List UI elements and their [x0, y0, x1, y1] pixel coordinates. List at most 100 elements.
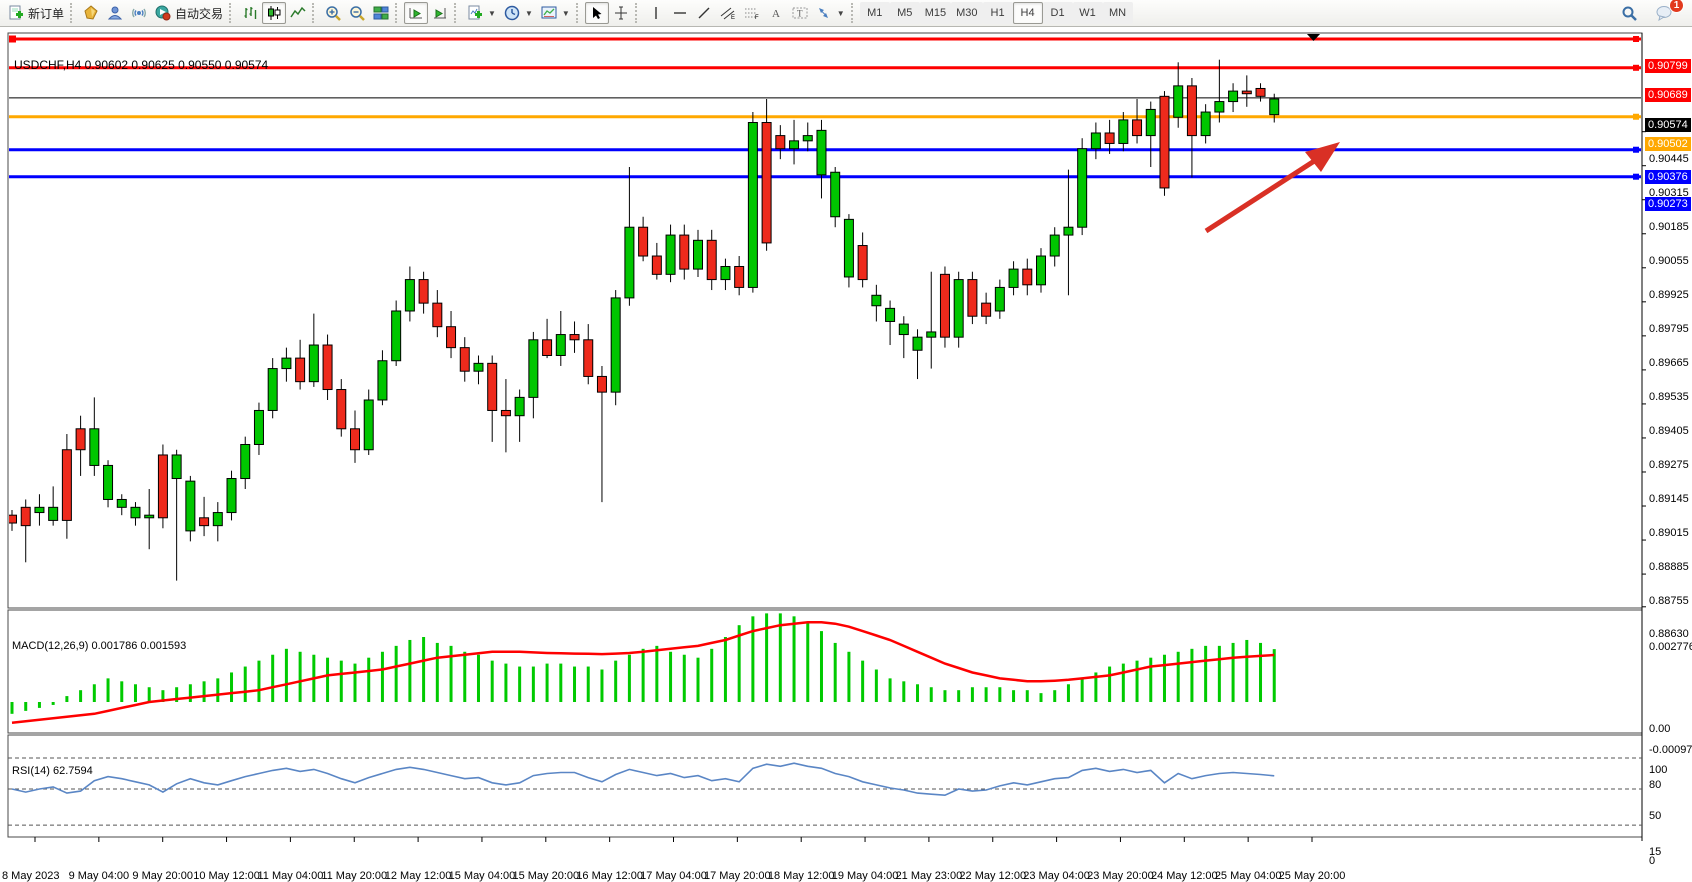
candle-down: [487, 362, 498, 411]
toolbar-group-scroll: [404, 0, 452, 27]
timeframe-button-m5[interactable]: M5: [889, 2, 920, 24]
macd-histogram-bar: [202, 681, 206, 702]
line-anchor-square: [1633, 64, 1639, 71]
crosshair-icon: [614, 6, 627, 20]
timeframe-button-mn[interactable]: MN: [1102, 2, 1133, 24]
candle-down: [981, 302, 992, 317]
equidistant-channel-button[interactable]: E: [716, 2, 740, 24]
candle-down: [734, 265, 745, 288]
macd-histogram-bar: [861, 660, 865, 702]
toolbar-grip: [634, 3, 642, 23]
time-axis-label: 18 May 12:00: [767, 870, 835, 882]
toolbar-grip: [70, 3, 77, 23]
vertical-line-icon: [655, 7, 657, 19]
line-anchor-square: [1633, 173, 1639, 180]
current-price-badge: 0.90574: [1645, 117, 1691, 132]
community-button[interactable]: 1: [1652, 0, 1684, 24]
clock-icon: [504, 5, 520, 21]
zoom-in-button[interactable]: [321, 2, 345, 24]
timeframe-button-m1[interactable]: M1: [859, 2, 890, 24]
tile-windows-button[interactable]: [369, 2, 393, 24]
macd-histogram-bar: [586, 666, 590, 702]
macd-histogram-bar: [1190, 648, 1194, 702]
new-order-button[interactable]: 新订单: [4, 2, 68, 24]
candle-down: [1186, 85, 1197, 137]
candle-up: [528, 339, 539, 398]
new-chart-button[interactable]: ▼: [463, 2, 500, 24]
line-anchor-square: [1633, 146, 1639, 153]
macd-histogram-bar: [133, 684, 137, 702]
toolbar-group-zoom: [321, 0, 393, 27]
candle-up: [1090, 132, 1101, 150]
auto-trading-button[interactable]: 自动交易: [151, 2, 227, 24]
cursor-button[interactable]: [584, 2, 609, 24]
dropdown-caret-icon: ▼: [561, 8, 570, 18]
line-anchor-square: [1633, 113, 1639, 120]
auto-scroll-icon: [409, 8, 423, 19]
macd-histogram-bar: [1025, 690, 1029, 702]
line-chart-button[interactable]: [286, 2, 310, 24]
macd-histogram-bar: [188, 684, 192, 702]
price-tick-label: 0.88630: [1649, 627, 1689, 640]
macd-histogram-bar: [573, 666, 577, 702]
macd-histogram-bar: [1204, 645, 1208, 702]
timeframe-button-d1[interactable]: D1: [1042, 2, 1073, 24]
market-watch-button[interactable]: [79, 2, 103, 24]
vertical-line-button[interactable]: [644, 2, 668, 24]
auto-scroll-button[interactable]: [404, 2, 429, 24]
toolbar-grip: [850, 3, 858, 23]
timeframe-button-w1[interactable]: W1: [1072, 2, 1103, 24]
macd-histogram-bar: [531, 666, 535, 702]
price-level-badge: 0.90502: [1645, 136, 1691, 151]
time-axis-label: 25 May 20:00: [1278, 870, 1346, 882]
candle-up: [1008, 268, 1019, 288]
fibonacci-button[interactable]: F: [740, 2, 764, 24]
text-label-button[interactable]: T: [788, 2, 812, 24]
candle-down: [350, 428, 360, 451]
macd-histogram-bar: [1080, 678, 1084, 702]
time-axis-label: 11 May 20:00: [321, 870, 388, 882]
toolbar-grip: [312, 3, 319, 23]
zoom-out-button[interactable]: [345, 2, 369, 24]
macd-histogram-bar: [271, 654, 275, 702]
chart-canvas[interactable]: [0, 27, 1692, 864]
candle-up: [665, 234, 676, 275]
crosshair-button[interactable]: [609, 2, 633, 24]
time-axis-label: 17 May 04:00: [640, 870, 707, 882]
candle-up: [555, 334, 566, 356]
macd-histogram-bar: [65, 696, 69, 702]
rsi-axis-label: 0: [1649, 855, 1656, 867]
candle-down: [583, 339, 594, 377]
candle-down: [500, 409, 511, 417]
candle-up: [240, 443, 251, 480]
timeframe-button-m15[interactable]: M15: [919, 2, 952, 24]
zoom-out-icon: [350, 6, 365, 21]
timeframe-button-h4[interactable]: H4: [1012, 2, 1043, 24]
candle-up: [1200, 111, 1211, 137]
macd-histogram-bar: [765, 613, 769, 702]
timeframe-button-m30[interactable]: M30: [951, 2, 983, 24]
signals-button[interactable]: [127, 2, 151, 24]
new-chart-icon: [468, 5, 483, 20]
macd-pane: [10, 613, 1276, 724]
candlesticks-button[interactable]: [262, 2, 287, 24]
text-button[interactable]: A: [764, 2, 788, 24]
macd-histogram-bar: [847, 651, 851, 702]
candle-up: [144, 514, 155, 519]
horizontal-line-button[interactable]: [668, 2, 692, 24]
timeframe-button-h1[interactable]: H1: [982, 2, 1013, 24]
candle-up: [885, 307, 896, 322]
search-button[interactable]: [1617, 2, 1642, 24]
bar-chart-button[interactable]: [238, 2, 262, 24]
time-axis-label: 16 May 12:00: [576, 870, 643, 882]
candle-up: [1049, 234, 1060, 257]
trendline-button[interactable]: [692, 2, 716, 24]
candle-up: [267, 368, 278, 411]
chart-shift-button[interactable]: [428, 2, 452, 24]
macd-histogram-bar: [902, 681, 906, 702]
templates-button[interactable]: ▼: [537, 2, 574, 24]
macd-histogram-bar: [257, 660, 261, 702]
arrows-button[interactable]: ▼: [812, 2, 849, 24]
profiles-button[interactable]: [103, 2, 127, 24]
periods-button[interactable]: ▼: [500, 2, 537, 24]
